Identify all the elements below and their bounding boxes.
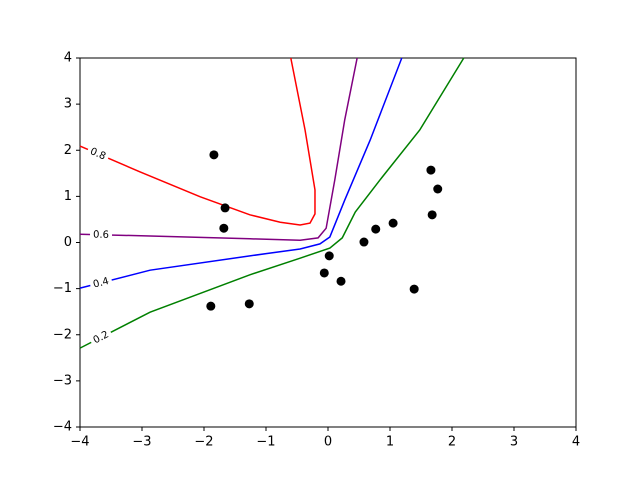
contour-label: 0.6 (93, 230, 109, 241)
contour-label-gap (89, 228, 113, 242)
x-tick-label: 0 (324, 435, 332, 450)
contour-line (79, 57, 403, 289)
y-tick-label: −4 (53, 420, 72, 435)
y-tick-label: 3 (64, 97, 72, 112)
x-tick-label: −1 (256, 435, 275, 450)
data-point (206, 301, 216, 311)
data-point (409, 284, 419, 294)
y-tick-label: −2 (53, 327, 72, 342)
contour-line (79, 57, 465, 349)
x-tick-label: 3 (510, 435, 518, 450)
contour-line (79, 57, 358, 241)
x-tick-label: −3 (132, 435, 151, 450)
contour-label-gap (85, 143, 111, 164)
x-tick-label: 1 (386, 435, 394, 450)
data-point (324, 251, 334, 261)
data-point (209, 150, 219, 160)
y-tick-label: −3 (53, 373, 72, 388)
x-tick-label: 2 (448, 435, 456, 450)
data-point (244, 299, 254, 309)
data-point (371, 224, 381, 234)
data-point (319, 268, 329, 278)
x-tick-label: −4 (70, 435, 89, 450)
axes-frame (79, 57, 577, 428)
contour-label-gap (88, 274, 114, 292)
x-tick-label: −2 (194, 435, 213, 450)
x-tick-label: 4 (572, 435, 580, 450)
y-tick-label: 1 (64, 189, 72, 204)
y-tick-label: −1 (53, 281, 72, 296)
data-point (336, 276, 346, 286)
contour-label-gap (88, 326, 114, 348)
data-point (219, 223, 229, 233)
y-tick-label: 2 (64, 143, 72, 158)
y-tick-label: 0 (64, 235, 72, 250)
y-tick-label: 4 (64, 51, 72, 66)
data-point (359, 237, 369, 247)
contour-label: 0.4 (92, 276, 110, 291)
data-point (388, 218, 398, 228)
data-point (220, 203, 230, 213)
data-point (433, 184, 443, 194)
data-point (427, 210, 437, 220)
data-point (426, 165, 436, 175)
contour-line (79, 57, 316, 226)
